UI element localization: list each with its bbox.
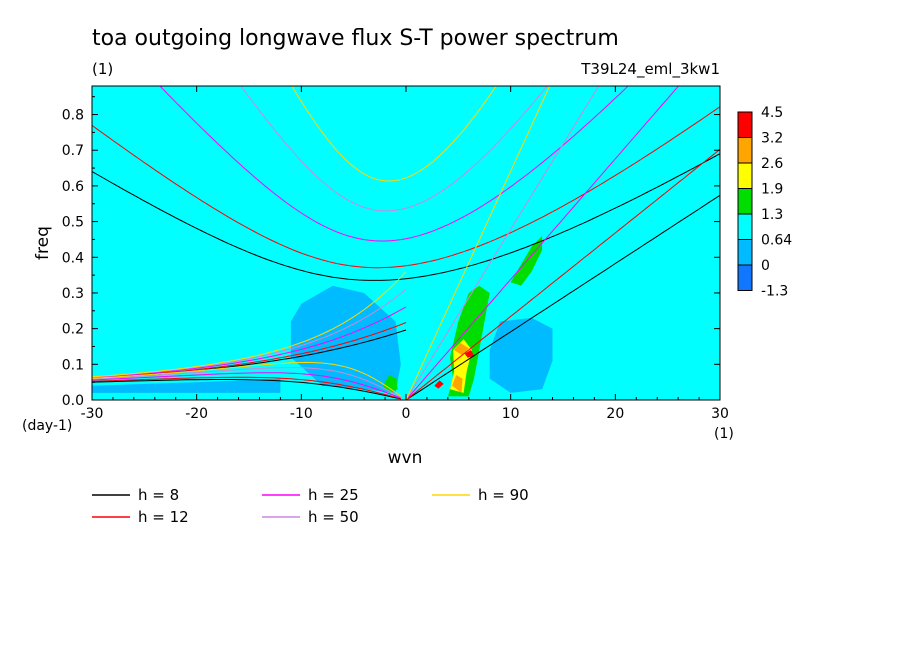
contour-region-7 (452, 375, 463, 393)
contour-region-2 (92, 378, 281, 393)
rossby-curve-h25 (92, 372, 401, 399)
dispersion-legend: h = 8 h = 12 h = 25 h = 50 h = 90 (92, 486, 529, 526)
colorbar-label-3: 1.9 (761, 182, 783, 198)
y-tick-label-3: 0.3 (62, 286, 84, 302)
rossby-curve-h50 (92, 367, 402, 398)
contour-region-10 (464, 350, 474, 358)
kelvin-curve-h25 (405, 86, 680, 400)
y-tick-label-7: 0.7 (62, 143, 84, 159)
legend-label-2: h = 25 (308, 486, 359, 504)
x-tick-label-1: -20 (185, 406, 208, 422)
rossby-curve-h90 (92, 361, 402, 397)
colorbar-swatch-1 (737, 137, 753, 164)
mrg-curve-h12 (92, 322, 407, 379)
contour-region-1 (489, 317, 553, 393)
subtitle-right: T39L24_eml_3kw1 (580, 60, 720, 79)
axis-ticks: -30 -20 -10 0 10 20 30 0.0 0.1 0.2 0.3 0.4 0.5 0.6 0.7… (62, 86, 729, 422)
y-tick-label-4: 0.4 (62, 250, 84, 266)
rossby-curve-h8 (92, 379, 401, 400)
chart-title: toa outgoing longwave flux S-T power spe… (92, 26, 619, 51)
y-tick-label-0: 0.0 (62, 393, 84, 409)
colorbar-label-1: 3.2 (761, 131, 783, 147)
kelvin-curve-h12 (405, 148, 720, 400)
contour-region-5 (383, 375, 398, 393)
colorbar-swatch-2 (737, 162, 753, 189)
x-tick-label-5: 20 (606, 406, 624, 422)
legend-label-0: h = 8 (138, 486, 179, 504)
y-tick-label-1: 0.1 (62, 357, 84, 373)
x-unit-label: (1) (714, 426, 734, 442)
kelvin-curve-h8 (405, 194, 720, 400)
ig-curve-h8 (92, 153, 720, 281)
ig-curve-h90 (291, 86, 497, 182)
y-tick-label-6: 0.6 (62, 179, 84, 195)
kelvin-curve-h90 (405, 86, 551, 400)
plot-background (92, 86, 720, 400)
mrg-curve-h25 (92, 306, 407, 378)
colorbar-label-5: 0.64 (761, 233, 792, 249)
x-axis-label: wvn (388, 448, 423, 468)
colorbar-label-6: 0 (761, 258, 770, 274)
x-tick-label-4: 10 (502, 406, 520, 422)
kelvin-curve-h50 (405, 86, 600, 400)
ig-curve-h25 (159, 86, 629, 242)
x-tick-label-2: -10 (290, 406, 313, 422)
legend-label-3: h = 50 (308, 508, 359, 526)
colorbar-label-0: 4.5 (761, 105, 783, 121)
y-tick-label-5: 0.5 (62, 215, 84, 231)
subtitle-left: (1) (92, 60, 113, 78)
legend-label-1: h = 12 (138, 508, 189, 526)
contour-region-9 (434, 380, 444, 389)
ig-curve-h12 (92, 106, 720, 269)
mrg-curve-h90 (92, 271, 407, 378)
x-tick-label-3: 0 (402, 406, 411, 422)
legend-label-4: h = 90 (478, 486, 529, 504)
dispersion-curves (92, 86, 720, 400)
colorbar-label-7: -1.3 (761, 284, 788, 300)
y-tick-label-2: 0.2 (62, 322, 84, 338)
colorbar-swatch-4 (737, 213, 753, 240)
colorbar-swatch-6 (737, 264, 753, 291)
colorbar-swatch-5 (737, 239, 753, 266)
colorbar-label-2: 2.6 (761, 156, 783, 172)
y-unit-label: (day-1) (22, 418, 72, 434)
colorbar-swatch-0 (737, 111, 753, 138)
colorbar: 4.5 3.2 2.6 1.9 1.3 0.64 0 -1.3 (737, 105, 792, 300)
x-tick-label-6: 30 (711, 406, 729, 422)
ig-curve-h50 (240, 86, 548, 212)
rossby-curve-h12 (92, 376, 401, 400)
colorbar-label-4: 1.3 (761, 207, 783, 223)
y-axis-label: freq (33, 226, 53, 260)
x-tick-label-0: -30 (81, 406, 104, 422)
colorbar-swatch-3 (737, 188, 753, 215)
y-tick-label-8: 0.8 (62, 108, 84, 124)
